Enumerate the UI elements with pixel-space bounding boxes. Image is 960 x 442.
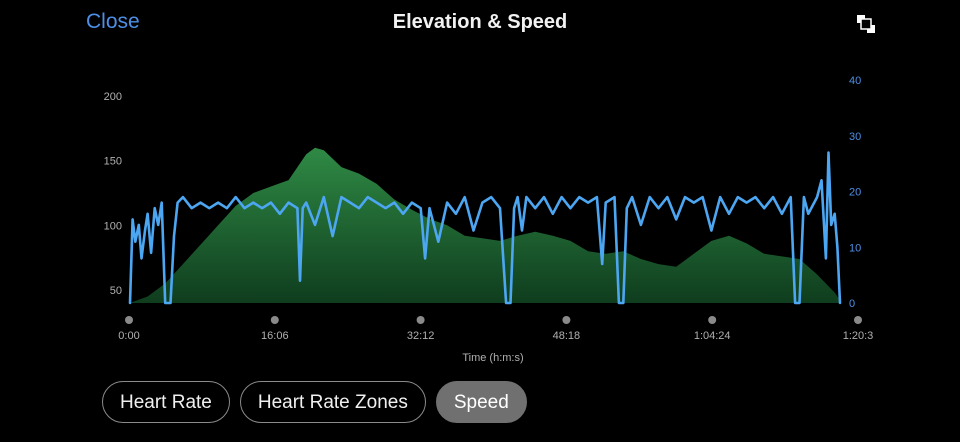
metric-selector: Heart Rate Heart Rate Zones Speed [102,381,527,423]
left-tick-label: 100 [104,220,122,232]
left-tick-label: 150 [104,156,122,168]
speed-line [128,151,842,305]
x-tick-dot [125,316,133,324]
right-tick-label: 40 [849,75,861,87]
page-title: Elevation & Speed [392,11,568,33]
elevation-speed-chart: 50 100 150 200 0 10 20 30 40 0:00 16:06 32:12 48:1… [104,75,874,364]
fullscreen-toggle-icon[interactable] [856,14,876,34]
x-tick-dot [562,316,571,324]
left-axis: 50 100 150 200 [104,91,122,297]
x-tick-dot [416,316,425,324]
x-tick-dot [854,316,862,324]
close-button[interactable]: Close [86,10,140,33]
right-axis: 0 10 20 30 40 [849,75,861,310]
x-tick-label: 16:06 [261,330,289,342]
elevation-area [130,147,840,303]
x-tick-label: 0:00 [118,330,139,342]
x-tick-dot [270,316,279,324]
left-tick-label: 200 [104,91,122,103]
x-tick-label: 1:04:24 [694,330,731,342]
right-tick-label: 0 [849,298,855,310]
x-tick-dot [708,316,717,324]
x-tick-label: 1:20:3 [843,330,874,342]
chip-heart-rate-zones[interactable]: Heart Rate Zones [239,381,426,423]
x-axis-label: Time (h:m:s) [462,352,523,364]
x-axis: 0:00 16:06 32:12 48:18 1:04:24 1:20:3 [118,316,873,342]
left-tick-label: 50 [110,285,122,297]
chip-speed[interactable]: Speed [435,381,527,423]
x-tick-label: 32:12 [407,330,435,342]
right-tick-label: 10 [849,242,861,254]
right-tick-label: 20 [849,187,861,199]
chip-heart-rate[interactable]: Heart Rate [102,381,230,423]
x-tick-label: 48:18 [553,330,581,342]
right-tick-label: 30 [849,131,861,143]
